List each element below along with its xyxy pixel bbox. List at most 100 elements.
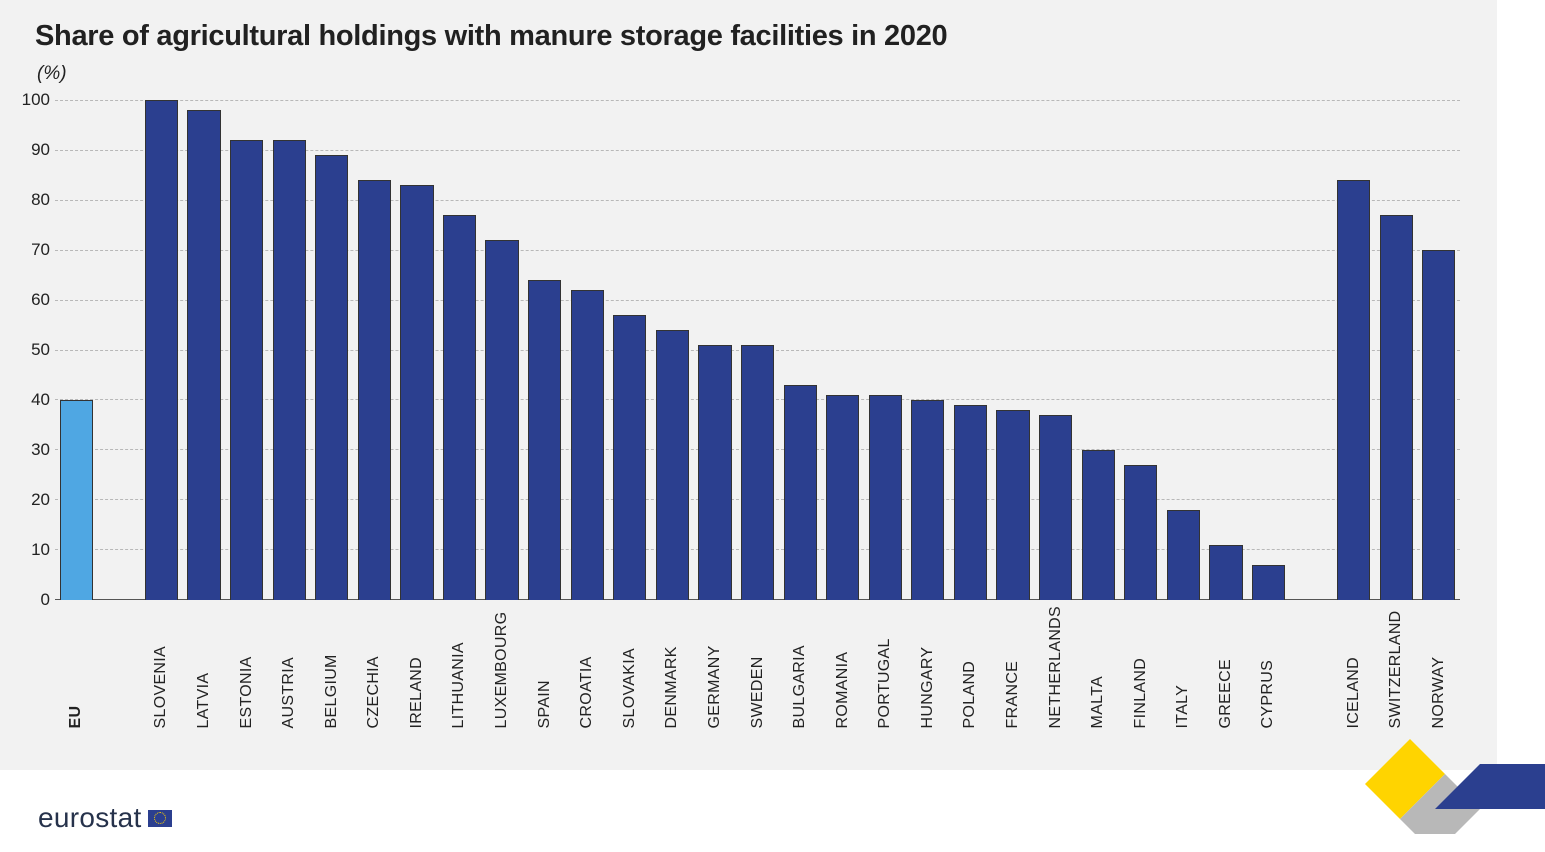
x-axis-label: FRANCE bbox=[1004, 606, 1022, 728]
corner-decoration bbox=[1245, 724, 1545, 834]
bar bbox=[1422, 250, 1455, 600]
footer-brand: eurostat bbox=[38, 802, 172, 834]
x-label-slot: IRELAND bbox=[396, 600, 439, 728]
bar-slot bbox=[396, 100, 439, 600]
group-spacer bbox=[1290, 600, 1333, 728]
bar-slot bbox=[310, 100, 353, 600]
bar bbox=[145, 100, 178, 600]
y-tick-label: 20 bbox=[20, 490, 50, 510]
bar bbox=[443, 215, 476, 600]
x-label-slot: HUNGARY bbox=[907, 600, 950, 728]
x-label-slot: ITALY bbox=[1162, 600, 1205, 728]
chart-title: Share of agricultural holdings with manu… bbox=[35, 20, 1462, 53]
bar-slot bbox=[55, 100, 98, 600]
bar-slot bbox=[864, 100, 907, 600]
bar bbox=[656, 330, 689, 600]
y-tick-label: 50 bbox=[20, 340, 50, 360]
bars-container bbox=[55, 100, 1460, 600]
x-label-slot: BELGIUM bbox=[310, 600, 353, 728]
x-label-slot: BULGARIA bbox=[779, 600, 822, 728]
bar bbox=[741, 345, 774, 600]
x-label-slot: SWEDEN bbox=[736, 600, 779, 728]
plot-area: 0102030405060708090100 EUSLOVENIALATVIAE… bbox=[55, 100, 1460, 600]
x-axis-label: SPAIN bbox=[536, 606, 554, 728]
x-label-slot: CROATIA bbox=[566, 600, 609, 728]
bar-slot bbox=[949, 100, 992, 600]
y-axis: 0102030405060708090100 bbox=[20, 100, 50, 600]
bar-slot bbox=[694, 100, 737, 600]
x-axis-label: MALTA bbox=[1089, 606, 1107, 728]
y-tick-label: 70 bbox=[20, 240, 50, 260]
bar-slot bbox=[268, 100, 311, 600]
bar bbox=[1082, 450, 1115, 600]
bar-slot bbox=[1162, 100, 1205, 600]
bar bbox=[1039, 415, 1072, 600]
x-label-slot: ROMANIA bbox=[821, 600, 864, 728]
bar-slot bbox=[1077, 100, 1120, 600]
x-axis-label: IRELAND bbox=[408, 606, 426, 728]
x-axis-label: ICELAND bbox=[1345, 606, 1363, 728]
x-axis-label: POLAND bbox=[961, 606, 979, 728]
bar bbox=[1337, 180, 1370, 600]
x-axis-label: NORWAY bbox=[1430, 606, 1448, 728]
x-label-slot: ESTONIA bbox=[225, 600, 268, 728]
bar bbox=[954, 405, 987, 600]
x-axis-labels: EUSLOVENIALATVIAESTONIAAUSTRIABELGIUMCZE… bbox=[55, 600, 1460, 728]
x-label-slot: DENMARK bbox=[651, 600, 694, 728]
x-axis-label: GERMANY bbox=[706, 606, 724, 728]
x-label-slot: NORWAY bbox=[1418, 600, 1461, 728]
x-axis-label: SLOVAKIA bbox=[621, 606, 639, 728]
y-tick-label: 60 bbox=[20, 290, 50, 310]
bar-slot bbox=[736, 100, 779, 600]
x-label-slot: ICELAND bbox=[1332, 600, 1375, 728]
x-label-slot: EU bbox=[55, 600, 98, 728]
x-label-slot: POLAND bbox=[949, 600, 992, 728]
y-tick-label: 0 bbox=[20, 590, 50, 610]
bar-slot bbox=[609, 100, 652, 600]
x-label-slot: CYPRUS bbox=[1247, 600, 1290, 728]
x-label-slot: FRANCE bbox=[992, 600, 1035, 728]
x-axis-label: SWITZERLAND bbox=[1387, 606, 1405, 728]
bar bbox=[1380, 215, 1413, 600]
bar bbox=[571, 290, 604, 600]
y-tick-label: 100 bbox=[20, 90, 50, 110]
bar-slot bbox=[438, 100, 481, 600]
x-label-slot: LUXEMBOURG bbox=[481, 600, 524, 728]
x-label-slot: SLOVAKIA bbox=[609, 600, 652, 728]
x-label-slot: SLOVENIA bbox=[140, 600, 183, 728]
x-axis-label: BULGARIA bbox=[791, 606, 809, 728]
bar-slot bbox=[992, 100, 1035, 600]
x-label-slot: GERMANY bbox=[694, 600, 737, 728]
bar-slot bbox=[1418, 100, 1461, 600]
bar bbox=[187, 110, 220, 600]
chart-unit: (%) bbox=[37, 63, 1462, 85]
bar-slot bbox=[1332, 100, 1375, 600]
group-spacer bbox=[98, 600, 141, 728]
y-tick-label: 40 bbox=[20, 390, 50, 410]
x-label-slot: NETHERLANDS bbox=[1034, 600, 1077, 728]
x-axis-label: FINLAND bbox=[1132, 606, 1150, 728]
x-label-slot: SPAIN bbox=[523, 600, 566, 728]
x-axis-label: LUXEMBOURG bbox=[493, 606, 511, 728]
x-label-slot: AUSTRIA bbox=[268, 600, 311, 728]
x-label-slot: CZECHIA bbox=[353, 600, 396, 728]
y-tick-label: 90 bbox=[20, 140, 50, 160]
x-axis-label: LITHUANIA bbox=[450, 606, 468, 728]
x-axis-label: CYPRUS bbox=[1259, 606, 1277, 728]
x-axis-label: ITALY bbox=[1174, 606, 1192, 728]
y-tick-label: 30 bbox=[20, 440, 50, 460]
bar-slot bbox=[1034, 100, 1077, 600]
x-axis-label: DENMARK bbox=[663, 606, 681, 728]
x-label-slot: LITHUANIA bbox=[438, 600, 481, 728]
x-label-slot: FINLAND bbox=[1119, 600, 1162, 728]
x-axis-label: EU bbox=[67, 606, 85, 728]
x-axis-label: NETHERLANDS bbox=[1047, 606, 1065, 728]
x-axis-label: BELGIUM bbox=[323, 606, 341, 728]
bar bbox=[528, 280, 561, 600]
y-tick-label: 10 bbox=[20, 540, 50, 560]
bar bbox=[1124, 465, 1157, 600]
x-axis-label: HUNGARY bbox=[919, 606, 937, 728]
bar-slot bbox=[1119, 100, 1162, 600]
bar bbox=[698, 345, 731, 600]
bar-slot bbox=[225, 100, 268, 600]
